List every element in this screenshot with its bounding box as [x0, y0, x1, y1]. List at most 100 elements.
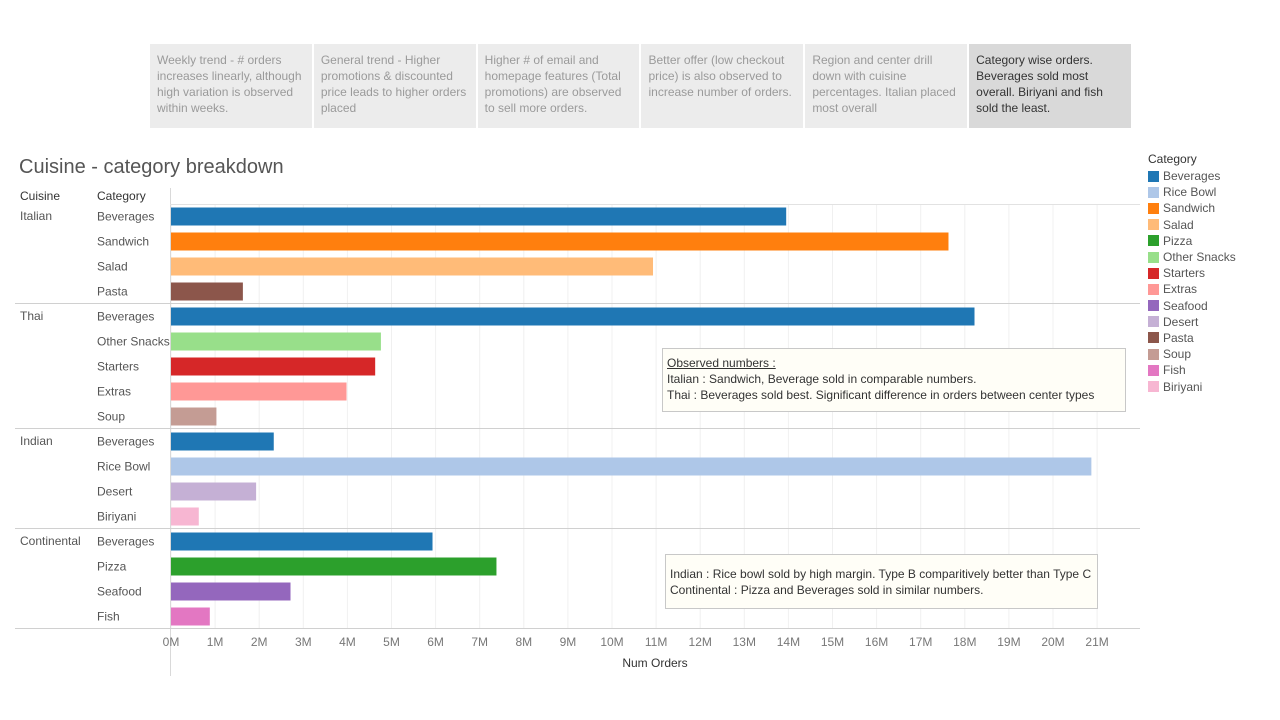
cuisine-label: Italian — [20, 209, 52, 223]
legend-item-biriyani[interactable]: Biriyani — [1148, 378, 1236, 394]
x-tick-label: 0M — [163, 635, 180, 649]
legend-title: Category — [1148, 152, 1197, 166]
x-tick-label: 1M — [207, 635, 224, 649]
annotation-indian-continental: Indian : Rice bowl sold by high margin. … — [665, 554, 1098, 609]
story-point-4[interactable]: Better offer (low checkout price) is als… — [641, 44, 804, 128]
x-tick-label: 9M — [560, 635, 577, 649]
category-label: Seafood — [97, 585, 142, 599]
legend-swatch — [1148, 283, 1159, 295]
bar-chart: Italian Beverages Sandwich Salad Pasta Thai Be… — [15, 188, 1140, 676]
x-tick-label: 10M — [600, 635, 623, 649]
legend-label: Beverages — [1163, 169, 1221, 184]
category-label: Beverages — [97, 210, 154, 224]
legend-item-soup[interactable]: Soup — [1148, 346, 1236, 362]
x-tick-label: 13M — [733, 635, 756, 649]
legend-item-extras[interactable]: Extras — [1148, 281, 1236, 297]
legend-label: Desert — [1163, 314, 1199, 329]
bar-continental-fish — [171, 607, 210, 626]
legend-item-sandwich[interactable]: Sandwich — [1148, 200, 1236, 216]
x-tick-label: 4M — [339, 635, 356, 649]
category-legend: Category Beverages Rice Bowl Sandwich Salad… — [1148, 152, 1236, 395]
story-point-6[interactable]: Category wise orders. Beverages sold mos… — [969, 44, 1131, 128]
bar-continental-beverages — [171, 532, 433, 551]
cuisine-label: Indian — [20, 434, 53, 448]
legend-label: Salad — [1163, 217, 1194, 232]
bar-thai-starters — [171, 357, 376, 376]
cuisine-column-header: Cuisine — [20, 189, 61, 203]
bar-continental-pizza — [171, 557, 497, 576]
legend-swatch — [1148, 381, 1159, 393]
story-point-1[interactable]: Weekly trend - # orders increases linear… — [150, 44, 312, 128]
bar-italian-beverages — [171, 207, 787, 226]
category-label: Pasta — [97, 285, 128, 299]
category-column-header: Category — [97, 189, 146, 203]
legend-swatch — [1148, 267, 1159, 279]
category-label: Starters — [97, 360, 139, 374]
legend-item-salad[interactable]: Salad — [1148, 217, 1236, 233]
bar-thai-beverages — [171, 307, 975, 326]
legend-item-beverages[interactable]: Beverages — [1148, 168, 1236, 184]
x-tick-label: 3M — [295, 635, 312, 649]
legend-item-fish[interactable]: Fish — [1148, 362, 1236, 378]
legend-swatch — [1148, 348, 1159, 360]
legend-label: Sandwich — [1163, 201, 1216, 216]
category-label: Beverages — [97, 435, 154, 449]
x-tick-label: 19M — [997, 635, 1020, 649]
story-point-3[interactable]: Higher # of email and homepage features … — [477, 44, 640, 128]
cuisine-label: Continental — [20, 534, 81, 548]
legend-label: Fish — [1163, 363, 1186, 378]
legend-swatch — [1148, 300, 1159, 312]
category-label: Rice Bowl — [97, 460, 150, 474]
annotation-title: Observed numbers : — [667, 356, 776, 370]
legend-label: Seafood — [1163, 298, 1208, 313]
x-tick-label: 20M — [1041, 635, 1064, 649]
story-point-5[interactable]: Region and center drill down with cuisin… — [805, 44, 968, 128]
legend-swatch — [1148, 235, 1159, 247]
legend-item-desert[interactable]: Desert — [1148, 314, 1236, 330]
x-tick-label: 5M — [383, 635, 400, 649]
x-tick-label: 21M — [1085, 635, 1108, 649]
x-tick-label: 6M — [427, 635, 444, 649]
annotation-observed-numbers: Observed numbers : Italian : Sandwich, Be… — [662, 348, 1126, 412]
bar-thai-extras — [171, 382, 347, 401]
legend-item-starters[interactable]: Starters — [1148, 265, 1236, 281]
legend-swatch — [1148, 332, 1159, 344]
cuisine-label: Thai — [20, 309, 43, 323]
legend-label: Pasta — [1163, 330, 1194, 345]
legend-item-rice-bowl[interactable]: Rice Bowl — [1148, 184, 1236, 200]
x-tick-label: 14M — [777, 635, 800, 649]
legend-item-pizza[interactable]: Pizza — [1148, 233, 1236, 249]
legend-item-other-snacks[interactable]: Other Snacks — [1148, 249, 1236, 265]
category-label: Salad — [97, 260, 128, 274]
bar-italian-salad — [171, 257, 654, 276]
legend-swatch — [1148, 316, 1159, 328]
legend-label: Soup — [1163, 347, 1192, 362]
category-label: Fish — [97, 610, 120, 624]
legend-item-seafood[interactable]: Seafood — [1148, 298, 1236, 314]
bar-italian-pasta — [171, 282, 243, 301]
legend-label: Other Snacks — [1163, 250, 1236, 265]
legend-swatch — [1148, 364, 1159, 376]
legend-label: Extras — [1163, 282, 1198, 297]
category-label: Extras — [97, 385, 131, 399]
story-point-2[interactable]: General trend - Higher promotions & disc… — [313, 44, 476, 128]
x-tick-label: 16M — [865, 635, 888, 649]
x-tick-label: 7M — [471, 635, 488, 649]
bar-thai-soup — [171, 407, 217, 426]
x-tick-label: 8M — [515, 635, 532, 649]
category-label: Soup — [97, 410, 125, 424]
x-tick-label: 17M — [909, 635, 932, 649]
x-tick-label: 2M — [251, 635, 268, 649]
category-label: Other Snacks — [97, 335, 170, 349]
story-navigator: Weekly trend - # orders increases linear… — [150, 44, 1131, 128]
legend-label: Pizza — [1163, 233, 1193, 248]
category-label: Biriyani — [97, 510, 136, 524]
x-tick-label: 18M — [953, 635, 976, 649]
x-tick-label: 12M — [689, 635, 712, 649]
bar-indian-desert — [171, 482, 257, 501]
category-label: Sandwich — [97, 235, 149, 249]
bar-italian-sandwich — [171, 232, 949, 251]
annotation-line: Continental : Pizza and Beverages sold i… — [670, 583, 984, 597]
category-label: Beverages — [97, 535, 154, 549]
legend-item-pasta[interactable]: Pasta — [1148, 330, 1236, 346]
